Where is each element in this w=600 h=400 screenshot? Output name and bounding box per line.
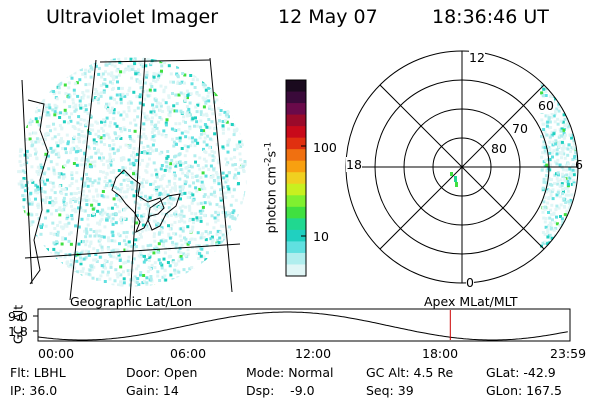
colorbar-scale <box>286 80 306 277</box>
mlat-label-80: 80 <box>491 141 507 156</box>
colorbar-tick-10: 10 <box>313 229 329 244</box>
time-label: 18:36:46 UT <box>432 6 549 28</box>
mlt-label-18: 18 <box>346 157 362 172</box>
geographic-grid <box>21 57 241 301</box>
orbit-xtick-1200: 12:00 <box>295 346 332 361</box>
door-info: Door: Open <box>126 365 198 380</box>
orbit-ytick-1-8: 1.8 <box>8 324 28 339</box>
mlt-label-12: 12 <box>469 50 485 65</box>
orbit-xtick-0000: 00:00 <box>38 346 75 361</box>
orbit-ytick-9: 9.0 <box>8 309 28 324</box>
gain-info: Gain: 14 <box>126 383 179 398</box>
colorbar-tick-100: 100 <box>313 140 337 155</box>
altitude-curve <box>37 311 568 341</box>
orbit-xtick-0600: 06:00 <box>170 346 207 361</box>
mlt-label-6: 6 <box>575 157 583 172</box>
orbit-ticks <box>33 315 38 332</box>
glat-info: GLat: -42.9 <box>486 365 556 380</box>
polar-panel-label: Apex MLat/MLT <box>424 294 518 309</box>
polar-grid <box>345 50 579 284</box>
glon-info: GLon: 167.5 <box>486 383 562 398</box>
filter-info: Flt: LBHL <box>10 365 66 380</box>
orbit-xtick-2359: 23:59 <box>550 346 587 361</box>
seq-info: Seq: 39 <box>366 383 414 398</box>
ip-info: IP: 36.0 <box>10 383 58 398</box>
coastline-outline <box>27 99 181 285</box>
orbit-xtick-1800: 18:00 <box>422 346 459 361</box>
mlat-label-70: 70 <box>512 121 528 136</box>
geographic-panel-label: Geographic Lat/Lon <box>70 294 192 309</box>
polar-bright-spot <box>450 172 458 187</box>
mlt-label-0: 0 <box>466 275 474 290</box>
mode-info: Mode: Normal <box>246 365 334 380</box>
date-label: 12 May 07 <box>278 6 378 28</box>
dsp-info: Dsp: -9.0 <box>246 383 315 398</box>
mlat-label-60: 60 <box>538 98 554 113</box>
gc-alt-info: GC Alt: 4.5 Re <box>366 365 454 380</box>
instrument-title: Ultraviolet Imager <box>46 6 219 28</box>
